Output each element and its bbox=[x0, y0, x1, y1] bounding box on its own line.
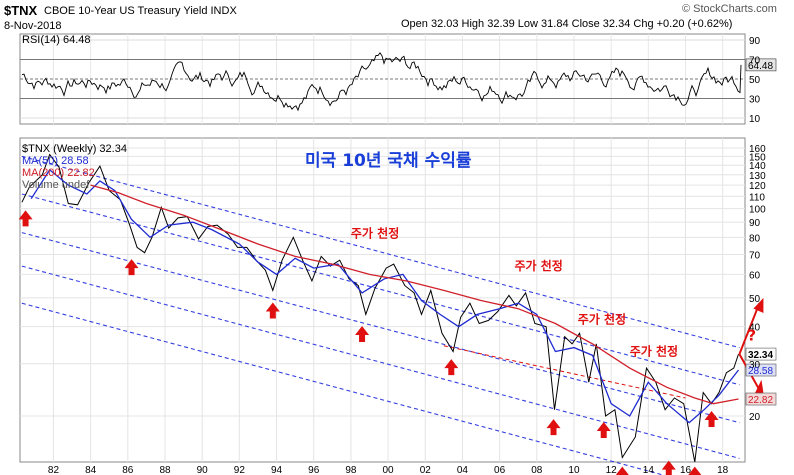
rsi-value-box bbox=[745, 58, 777, 72]
x-tick-label: 94 bbox=[271, 465, 283, 475]
x-tick-label: 16 bbox=[680, 465, 692, 475]
price-line bbox=[21, 153, 739, 463]
rsi-tick-label: 10 bbox=[749, 114, 761, 125]
peak-annotation: 주가 천정 bbox=[351, 225, 399, 240]
channel-line bbox=[21, 232, 740, 424]
legend-ma200: MA(200) 22.82 bbox=[22, 167, 95, 179]
y-tick-label: 110 bbox=[749, 192, 765, 203]
ma200-value-label: 22.82 bbox=[748, 395, 773, 406]
ma50-value-box bbox=[745, 363, 777, 377]
y-tick-label: 150 bbox=[749, 152, 766, 163]
close-value-label: 32.34 bbox=[748, 350, 773, 361]
bottom-arrow-marker bbox=[444, 359, 459, 376]
legend-volume: Volume undef bbox=[22, 179, 90, 191]
rsi-value-label: 64.48 bbox=[748, 61, 773, 72]
x-tick-label: 98 bbox=[345, 465, 357, 475]
channel-lines bbox=[21, 155, 740, 475]
x-tick-label: 04 bbox=[457, 465, 469, 475]
grid bbox=[19, 33, 746, 463]
y-tick-label: 30 bbox=[749, 360, 761, 371]
legend-ma50: MA(50) 28.58 bbox=[22, 155, 89, 167]
x-tick-label: 00 bbox=[383, 465, 395, 475]
y-tick-label: 130 bbox=[749, 171, 766, 182]
bottom-arrow-marker bbox=[661, 460, 676, 475]
annotation-marks bbox=[18, 210, 777, 475]
x-tick-label: 12 bbox=[606, 465, 618, 475]
red-dashed-line bbox=[443, 345, 686, 399]
symbol-label: $TNX bbox=[4, 3, 38, 18]
date-label: 8-Nov-2018 bbox=[4, 20, 62, 32]
y-tick-label: 100 bbox=[749, 205, 766, 216]
ma200-value-box bbox=[745, 392, 777, 406]
rsi-panel bbox=[20, 39, 777, 119]
forecast-question-mark: ? bbox=[747, 326, 756, 344]
peak-annotation: 주가 천정 bbox=[630, 343, 678, 358]
y-tick-label: 90 bbox=[749, 218, 761, 229]
forecast-down-arrowhead bbox=[753, 379, 764, 397]
bottom-arrow-marker bbox=[124, 259, 139, 276]
chart-title: 미국 10년 국채 수익률 bbox=[305, 151, 472, 171]
channel-line bbox=[21, 193, 740, 386]
bottom-arrow-marker bbox=[18, 210, 33, 227]
y-tick-label: 20 bbox=[749, 412, 761, 423]
bottom-arrow-marker bbox=[704, 410, 719, 427]
rsi-label: RSI(14) 64.48 bbox=[22, 34, 91, 46]
bottom-arrow-marker bbox=[546, 419, 561, 436]
x-tick-label: 86 bbox=[122, 465, 134, 475]
forecast-up-arrow bbox=[738, 302, 761, 355]
x-tick-label: 84 bbox=[85, 465, 97, 475]
rsi-tick-label: 30 bbox=[749, 95, 761, 106]
x-tick-label: 92 bbox=[234, 465, 246, 475]
bottom-arrow-marker bbox=[615, 466, 629, 475]
x-tick-label: 18 bbox=[717, 465, 729, 475]
y-tick-label: 60 bbox=[749, 270, 761, 281]
peak-annotation: 주가 천정 bbox=[578, 312, 626, 327]
ohlc-readout: Open 32.03 High 32.39 Low 31.84 Close 32… bbox=[401, 18, 733, 30]
peak-annotation: 주가 천정 bbox=[514, 258, 562, 273]
rsi-tick-label: 90 bbox=[749, 36, 761, 47]
x-tick-label: 10 bbox=[568, 465, 580, 475]
x-tick-label: 96 bbox=[308, 465, 320, 475]
channel-line bbox=[21, 265, 740, 459]
x-tick-label: 06 bbox=[494, 465, 506, 475]
x-tick-label: 02 bbox=[420, 465, 432, 475]
y-tick-label: 80 bbox=[749, 233, 761, 244]
rsi-tick-label: 70 bbox=[749, 56, 761, 67]
x-tick-label: 82 bbox=[48, 465, 60, 475]
x-tick-label: 90 bbox=[197, 465, 209, 475]
ma50-value-label: 28.58 bbox=[748, 366, 773, 377]
bottom-arrow-marker bbox=[355, 326, 370, 343]
series-lines bbox=[21, 153, 740, 463]
y-tick-label: 50 bbox=[749, 294, 761, 305]
y-tick-label: 140 bbox=[749, 161, 766, 172]
bottom-arrow-marker bbox=[688, 466, 702, 475]
bottom-arrow-marker bbox=[596, 422, 611, 439]
main-frame bbox=[19, 137, 746, 463]
y-tick-label: 40 bbox=[749, 323, 761, 334]
channel-line bbox=[21, 302, 666, 475]
channel-line bbox=[21, 155, 740, 349]
ma200-line bbox=[90, 184, 739, 405]
bottom-arrow-marker bbox=[265, 302, 280, 319]
x-tick-label: 08 bbox=[531, 465, 543, 475]
copyright-label: © StockCharts.com bbox=[682, 3, 777, 15]
ma50-line bbox=[30, 168, 740, 424]
legend-price: $TNX (Weekly) 32.34 bbox=[22, 143, 127, 155]
forecast-up-arrowhead bbox=[753, 297, 764, 313]
rsi-tick-label: 50 bbox=[749, 75, 761, 86]
x-tick-label: 88 bbox=[159, 465, 171, 475]
y-tick-label: 70 bbox=[749, 251, 761, 262]
rsi-line bbox=[21, 52, 742, 112]
close-value-box bbox=[745, 347, 777, 361]
x-tick-label: 14 bbox=[643, 465, 655, 475]
y-tick-label: 160 bbox=[749, 144, 766, 155]
y-tick-label: 120 bbox=[749, 181, 766, 192]
instrument-name: CBOE 10-Year US Treasury Yield INDX bbox=[44, 5, 237, 17]
